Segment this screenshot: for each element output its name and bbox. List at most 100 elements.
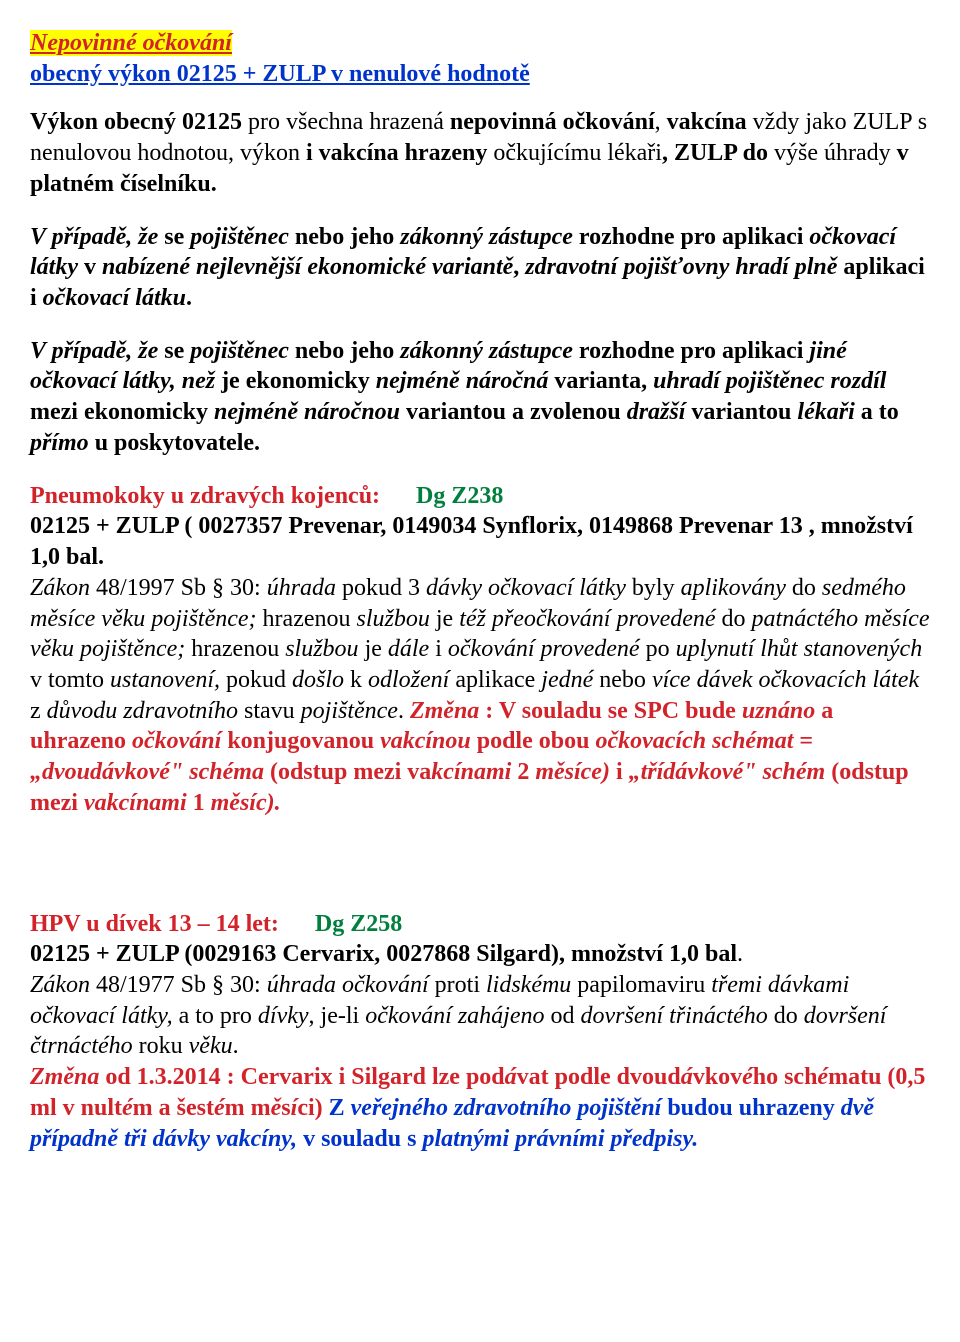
- p2-t: V případě, že: [30, 224, 158, 250]
- hc: platnými právními předpisy: [422, 1126, 692, 1152]
- hc: ě: [271, 1095, 282, 1121]
- pb: .: [398, 698, 410, 724]
- p3-t: nebo jeho: [289, 338, 400, 364]
- pb: je: [430, 606, 459, 632]
- hb: očkování zahájeno: [365, 1003, 544, 1029]
- pb: konjugovanou: [221, 728, 380, 754]
- hb: lidskému: [486, 972, 571, 998]
- pb: je: [359, 636, 388, 662]
- pb: službou: [357, 606, 430, 632]
- pb: (odstup mezi va: [264, 759, 431, 785]
- pb: měsíc): [211, 790, 275, 816]
- hc: vat podle dvoud: [517, 1064, 681, 1090]
- pb: 1: [187, 790, 211, 816]
- pb: očkovacích schémat: [595, 728, 793, 754]
- p3-t: nejméně náročnou: [214, 399, 400, 425]
- p3-t: zákonný zástupce: [400, 338, 573, 364]
- pneumo-block: Pneumokoky u zdravých kojenců: Dg Z238 0…: [30, 481, 930, 819]
- pb: podle obou: [471, 728, 596, 754]
- hb: věku: [189, 1033, 233, 1059]
- pneumo-label: Pneumokoky u zdravých kojenců:: [30, 483, 380, 509]
- p3-t: pojištěnec: [190, 338, 289, 364]
- pb: odložení: [368, 667, 449, 693]
- p2-t: očkovací látku: [43, 285, 186, 311]
- hb: dívky: [258, 1003, 309, 1029]
- pb: : V souladu se SPC bude: [485, 698, 742, 724]
- hb: do: [768, 1003, 804, 1029]
- pb: uplynutí lhůt stanovených: [676, 636, 923, 662]
- p3-t: u poskytovatele.: [89, 430, 260, 456]
- p2-t: ,: [513, 254, 525, 280]
- hb: .: [233, 1033, 239, 1059]
- pb: úhrada: [267, 575, 342, 601]
- pb: „třídávkové" schém: [629, 759, 826, 785]
- pb: důvodu zdravotního: [47, 698, 238, 724]
- p3-t: dražší: [627, 399, 686, 425]
- pb: 2: [511, 759, 535, 785]
- hb: , je-li: [309, 1003, 366, 1029]
- hc: Změna: [30, 1064, 99, 1090]
- hc: vkov: [693, 1064, 742, 1090]
- p3-t: V případě, že: [30, 338, 158, 364]
- p3-t: je ekonomicky: [215, 368, 376, 394]
- p2-t: nabízené nejlevnější ekonomické variantě: [102, 254, 513, 280]
- pb: po: [640, 636, 676, 662]
- p3-t: variantou a zvolenou: [400, 399, 627, 425]
- p2-t: se: [158, 224, 190, 250]
- hc: é: [817, 1064, 828, 1090]
- p3-t: přímo: [30, 430, 89, 456]
- p1-t: Výkon obecný 02125: [30, 109, 248, 135]
- pb: dále: [388, 636, 429, 662]
- p2-t: nebo jeho: [289, 224, 400, 250]
- p2-t: rozhodne pro aplikaci: [573, 224, 809, 250]
- hc: m a šest: [133, 1095, 214, 1121]
- pb: uznáno: [742, 698, 815, 724]
- pb: více dávek očkovacích látek: [652, 667, 919, 693]
- pb: jedné: [541, 667, 593, 693]
- hpv-code: Dg Z258: [315, 911, 402, 937]
- pneumo-line: 02125 + ZULP ( 0027357 Prevenar, 0149034…: [30, 513, 913, 570]
- hc: á: [505, 1064, 517, 1090]
- hb: a to pro: [173, 1003, 258, 1029]
- hc: s: [281, 1095, 290, 1121]
- p1-t: očkujícímu lékaři: [493, 140, 662, 166]
- p2-t: zákonný zástupce: [400, 224, 573, 250]
- p3-t: a to: [855, 399, 899, 425]
- p2-t: zdravotní pojišťovny hradí plně: [525, 254, 837, 280]
- pb: pokud 3: [342, 575, 426, 601]
- pb: do: [786, 575, 822, 601]
- pb: vakcínami: [84, 790, 187, 816]
- hc: Z: [329, 1095, 351, 1121]
- hc: veřejného zdravotního pojištění: [351, 1095, 662, 1121]
- pb: =: [793, 728, 813, 754]
- pb: byly: [626, 575, 681, 601]
- hc: v souladu s: [297, 1126, 422, 1152]
- hc: á: [681, 1064, 693, 1090]
- p3-t: nejméně náročná: [376, 368, 549, 394]
- pb: měsíce): [535, 759, 610, 785]
- hc: budou uhrazeny: [661, 1095, 840, 1121]
- hc: .: [692, 1126, 698, 1152]
- hb: od: [544, 1003, 580, 1029]
- p3-t: se: [158, 338, 190, 364]
- pb: očkování: [132, 728, 221, 754]
- p2-t: .: [186, 285, 192, 311]
- hc: é: [214, 1095, 225, 1121]
- hc: ci): [297, 1095, 328, 1121]
- heading-block: Nepovinné očkování obecný výkon 02125 + …: [30, 28, 930, 89]
- pneumo-code: Dg Z238: [416, 483, 503, 509]
- p2-t: v: [78, 254, 102, 280]
- pb: aplikovány: [681, 575, 786, 601]
- paragraph-1: Výkon obecný 02125 pro všechna hrazená n…: [30, 107, 930, 199]
- hb: roku: [133, 1033, 189, 1059]
- p1-t: výše úhrady: [768, 140, 897, 166]
- pb: stavu: [238, 698, 301, 724]
- p3-t: lékaři: [797, 399, 854, 425]
- p1-t: , ZULP do: [662, 140, 768, 166]
- pb: do: [716, 606, 752, 632]
- pb: hrazenou: [185, 636, 285, 662]
- hc: m m: [225, 1095, 271, 1121]
- p1-t: vakcína: [661, 109, 753, 135]
- pb: Změna: [410, 698, 485, 724]
- p3-t: mezi ekonomicky: [30, 399, 214, 425]
